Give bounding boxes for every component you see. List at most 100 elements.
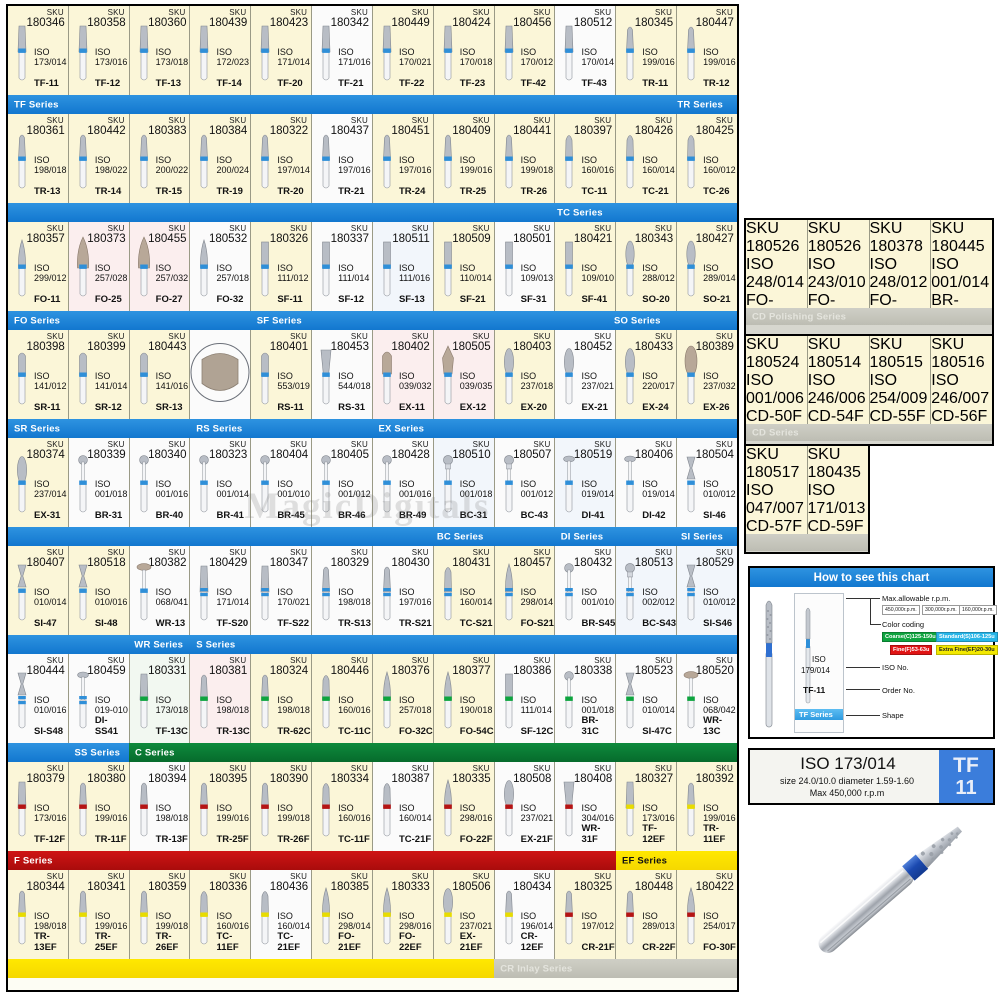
bur-cell-wr-13c[interactable]: SKU 180520 ISO 068/042 WR-13C xyxy=(677,654,737,743)
bur-cell-br-31c[interactable]: SKU 180338 ISO 001/018 BR-31C xyxy=(555,654,617,743)
bur-cell-cd-59f[interactable]: SKU 180435 ISO 171/013 CD-59F xyxy=(807,446,868,534)
bur-cell-si-46[interactable]: SKU 180504 ISO 010/012 SI-46 xyxy=(677,438,737,527)
bur-cell-tf-11[interactable]: SKU 180346 ISO 173/014 TF-11 xyxy=(8,6,69,95)
bur-cell-tf-12ef[interactable]: SKU 180327 ISO 173/016 TF-12EF xyxy=(616,762,678,851)
bur-cell-tr-20[interactable]: SKU 180322 ISO 197/014 TR-20 xyxy=(251,114,313,203)
bur-cell-tr-12[interactable]: SKU 180447 ISO 199/016 TR-12 xyxy=(677,6,737,95)
bur-cell-tf-43[interactable]: SKU 180512 ISO 170/014 TF-43 xyxy=(555,6,617,95)
bur-cell-tf-s20[interactable]: SKU 180429 ISO 171/014 TF-S20 xyxy=(190,546,252,635)
bur-cell-fo-11[interactable]: SKU 180357 ISO 299/012 FO-11 xyxy=(8,222,69,311)
bur-cell-tf-12[interactable]: SKU 180358 ISO 173/016 TF-12 xyxy=(68,6,130,95)
bur-cell-sf-31[interactable]: SKU 180501 ISO 109/013 SF-31 xyxy=(494,222,556,311)
bur-cell-si-47[interactable]: SKU 180407 ISO 010/014 SI-47 xyxy=(8,546,69,635)
bur-cell-tf-22[interactable]: SKU 180449 ISO 170/021 TF-22 xyxy=(372,6,434,95)
bur-cell-br-40[interactable]: SKU 180340 ISO 001/016 BR-40 xyxy=(129,438,191,527)
bur-cell-sr-13[interactable]: SKU 180443 ISO 141/016 SR-13 xyxy=(129,330,191,419)
bur-cell-tr-11ef[interactable]: SKU 180392 ISO 199/016 TR-11EF xyxy=(677,762,737,851)
bur-cell-br-46[interactable]: SKU 180405 ISO 001/012 BR-46 xyxy=(312,438,373,527)
bur-cell-cr-22f[interactable]: SKU 180448 ISO 289/013 CR-22F xyxy=(616,870,678,959)
bur-cell-ex-31[interactable]: SKU 180374 ISO 237/014 EX-31 xyxy=(8,438,69,527)
bur-cell-tr-62c[interactable]: SKU 180324 ISO 198/018 TR-62C xyxy=(251,654,313,743)
bur-cell-image[interactable] xyxy=(190,330,252,419)
bur-cell-tr-s13[interactable]: SKU 180329 ISO 198/018 TR-S13 xyxy=(312,546,373,635)
bur-cell-tr-15[interactable]: SKU 180383 ISO 200/022 TR-15 xyxy=(129,114,191,203)
bur-cell-fo-32[interactable]: SKU 180532 ISO 257/018 FO-32 xyxy=(190,222,252,311)
bur-cell-tf-12f[interactable]: SKU 180379 ISO 173/016 TF-12F xyxy=(8,762,69,851)
bur-cell-tc-11ef[interactable]: SKU 180336 ISO 160/016 TC-11EF xyxy=(190,870,252,959)
bur-cell-fo-25[interactable]: SKU 180373 ISO 257/028 FO-25 xyxy=(68,222,130,311)
bur-cell-tr-s21[interactable]: SKU 180430 ISO 197/016 TR-S21 xyxy=(372,546,434,635)
bur-cell-tc-11c[interactable]: SKU 180446 ISO 160/016 TC-11C xyxy=(312,654,373,743)
bur-cell-di-41[interactable]: SKU 180519 ISO 019/014 DI-41 xyxy=(555,438,617,527)
bur-cell-tr-13ef[interactable]: SKU 180344 ISO 198/018 TR-13EF xyxy=(8,870,69,959)
bur-cell-tr-25[interactable]: SKU 180409 ISO 199/016 TR-25 xyxy=(433,114,495,203)
bur-cell-tf-13[interactable]: SKU 180360 ISO 173/018 TF-13 xyxy=(129,6,191,95)
bur-cell-tf-21[interactable]: SKU 180342 ISO 171/016 TF-21 xyxy=(312,6,373,95)
bur-cell-sf-13[interactable]: SKU 180511 ISO 111/016 SF-13 xyxy=(372,222,434,311)
bur-cell-sr-11[interactable]: SKU 180398 ISO 141/012 SR-11 xyxy=(8,330,69,419)
bur-cell-tf-20[interactable]: SKU 180423 ISO 171/014 TF-20 xyxy=(251,6,313,95)
bur-cell-tc-s21[interactable]: SKU 180431 ISO 160/014 TC-S21 xyxy=(433,546,495,635)
bur-cell-tr-19[interactable]: SKU 180384 ISO 200/024 TR-19 xyxy=(190,114,252,203)
bur-cell-br-31[interactable]: SKU 180339 ISO 001/018 BR-31 xyxy=(68,438,130,527)
bur-cell-tr-13c[interactable]: SKU 180381 ISO 198/018 TR-13C xyxy=(190,654,252,743)
bur-cell-ex-11[interactable]: SKU 180402 ISO 039/032 EX-11 xyxy=(372,330,434,419)
bur-cell-cd-54f[interactable]: SKU 180514 ISO 246/006 CD-54F xyxy=(807,336,870,424)
bur-cell-tr-13[interactable]: SKU 180361 ISO 198/018 TR-13 xyxy=(8,114,69,203)
bur-cell-bc-31[interactable]: SKU 180510 ISO 001/018 BC-31 xyxy=(433,438,495,527)
bur-cell-si-s48[interactable]: SKU 180444 ISO 010/016 SI-S48 xyxy=(8,654,69,743)
bur-cell-cr-21f[interactable]: SKU 180325 ISO 197/012 CR-21F xyxy=(555,870,617,959)
bur-cell-tf-42[interactable]: SKU 180456 ISO 170/012 TF-42 xyxy=(494,6,556,95)
bur-cell-br-45[interactable]: SKU 180404 ISO 001/010 BR-45 xyxy=(251,438,313,527)
bur-cell-tr-26ef[interactable]: SKU 180359 ISO 199/018 TR-26EF xyxy=(129,870,191,959)
bur-cell-fo-32c[interactable]: SKU 180376 ISO 257/018 FO-32C xyxy=(372,654,434,743)
bur-cell-ex-21f[interactable]: SKU 180508 ISO 237/021 EX-21F xyxy=(494,762,556,851)
bur-cell-tr-26[interactable]: SKU 180441 ISO 199/018 TR-26 xyxy=(494,114,556,203)
bur-cell-tr-24[interactable]: SKU 180451 ISO 197/016 TR-24 xyxy=(372,114,434,203)
bur-cell-tc-11[interactable]: SKU 180397 ISO 160/016 TC-11 xyxy=(555,114,617,203)
bur-cell-fo-s21[interactable]: SKU 180457 ISO 298/014 FO-S21 xyxy=(494,546,556,635)
bur-cell-tr-25f[interactable]: SKU 180395 ISO 199/016 TR-25F xyxy=(190,762,252,851)
bur-cell-sf-12[interactable]: SKU 180337 ISO 111/014 SF-12 xyxy=(312,222,373,311)
bur-cell-cd-57f[interactable]: SKU 180517 ISO 047/007 CD-57F xyxy=(746,446,808,534)
bur-cell-fo-27[interactable]: SKU 180455 ISO 257/032 FO-27 xyxy=(129,222,191,311)
bur-cell-tc-11f[interactable]: SKU 180334 ISO 160/016 TC-11F xyxy=(312,762,373,851)
bur-cell-so-20[interactable]: SKU 180343 ISO 288/012 SO-20 xyxy=(616,222,678,311)
bur-cell-tc-21ef[interactable]: SKU 180436 ISO 160/014 TC-21EF xyxy=(251,870,313,959)
bur-cell-tc-21[interactable]: SKU 180426 ISO 160/014 TC-21 xyxy=(616,114,678,203)
bur-cell-cr-12ef[interactable]: SKU 180434 ISO 196/014 CR-12EF xyxy=(494,870,556,959)
bur-cell-bc-43[interactable]: SKU 180507 ISO 001/012 BC-43 xyxy=(494,438,556,527)
bur-cell-tf-23[interactable]: SKU 180424 ISO 170/018 TF-23 xyxy=(433,6,495,95)
bur-cell-sr-12[interactable]: SKU 180399 ISO 141/014 SR-12 xyxy=(68,330,130,419)
bur-cell-ex-21ef[interactable]: SKU 180506 ISO 237/021 EX-21EF xyxy=(433,870,495,959)
bur-cell-sf-21[interactable]: SKU 180509 ISO 110/014 SF-21 xyxy=(433,222,495,311)
bur-cell-sf-11[interactable]: SKU 180326 ISO 111/012 SF-11 xyxy=(251,222,313,311)
bur-cell-tr-21[interactable]: SKU 180437 ISO 197/016 TR-21 xyxy=(312,114,373,203)
bur-cell-tr-25ef[interactable]: SKU 180341 ISO 199/016 TR-25EF xyxy=(68,870,130,959)
bur-cell-tr-11f[interactable]: SKU 180380 ISO 199/016 TR-11F xyxy=(68,762,130,851)
bur-cell-ex-12[interactable]: SKU 180505 ISO 039/035 EX-12 xyxy=(433,330,495,419)
bur-cell-di-ss41[interactable]: SKU 180459 ISO 019-010 DI-SS41 xyxy=(68,654,130,743)
bur-cell-fo-54c[interactable]: SKU 180377 ISO 190/018 FO-54C xyxy=(433,654,495,743)
bur-cell-so-21[interactable]: SKU 180427 ISO 289/014 SO-21 xyxy=(677,222,737,311)
bur-cell-br-41[interactable]: SKU 180323 ISO 001/014 BR-41 xyxy=(190,438,252,527)
bur-cell-di-42[interactable]: SKU 180406 ISO 019/014 DI-42 xyxy=(616,438,678,527)
bur-cell-tf-14[interactable]: SKU 180439 ISO 172/023 TF-14 xyxy=(190,6,252,95)
bur-cell-tc-26[interactable]: SKU 180425 ISO 160/012 TC-26 xyxy=(677,114,737,203)
bur-cell-tr-13f[interactable]: SKU 180394 ISO 198/018 TR-13F xyxy=(129,762,191,851)
bur-cell-cd-55f[interactable]: SKU 180515 ISO 254/009 CD-55F xyxy=(869,336,932,424)
bur-cell-si-s46[interactable]: SKU 180529 ISO 010/012 SI-S46 xyxy=(677,546,737,635)
bur-cell-si-48[interactable]: SKU 180518 ISO 010/016 SI-48 xyxy=(68,546,130,635)
bur-cell-rs-11[interactable]: SKU 180401 ISO 553/019 RS-11 xyxy=(251,330,313,419)
bur-cell-si-47c[interactable]: SKU 180523 ISO 010/014 SI-47C xyxy=(616,654,678,743)
bur-cell-fo-21ef[interactable]: SKU 180385 ISO 298/014 FO-21EF xyxy=(312,870,373,959)
bur-cell-bc-s43[interactable]: SKU 180513 ISO 002/012 BC-S43 xyxy=(616,546,678,635)
bur-cell-ex-21[interactable]: SKU 180452 ISO 237/021 EX-21 xyxy=(555,330,617,419)
bur-cell-fo-22f[interactable]: SKU 180335 ISO 298/016 FO-22F xyxy=(433,762,495,851)
bur-cell-cd-56f[interactable]: SKU 180516 ISO 246/007 CD-56F xyxy=(931,336,992,424)
bur-cell-rs-31[interactable]: SKU 180453 ISO 544/018 RS-31 xyxy=(312,330,373,419)
